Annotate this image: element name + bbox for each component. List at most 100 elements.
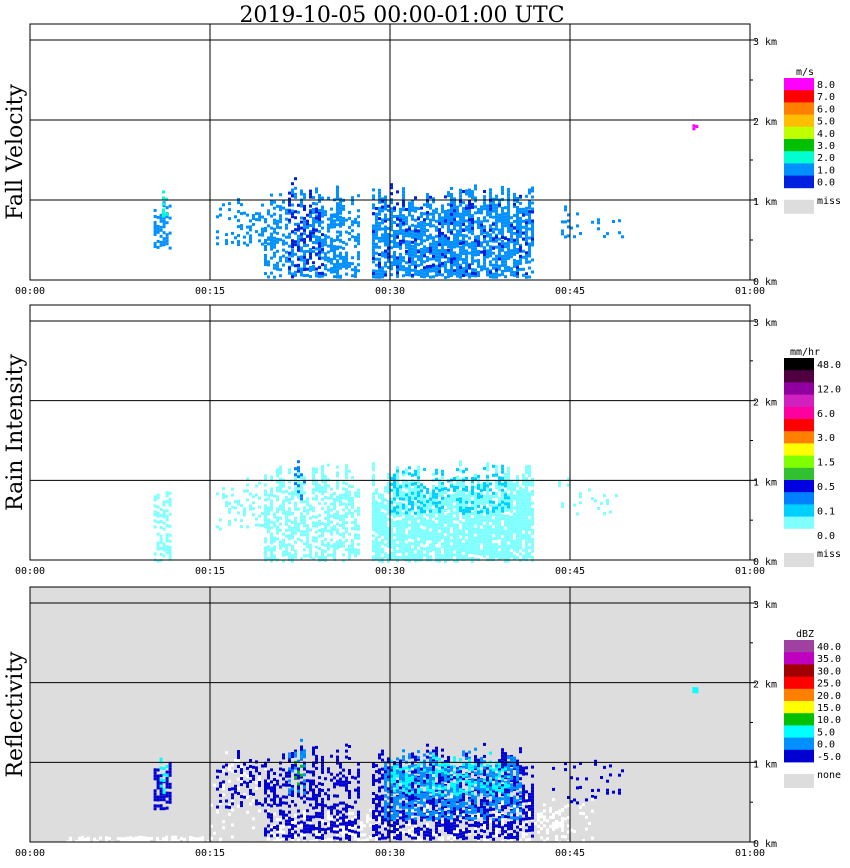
echo-cell [282,824,285,828]
echo-cell [354,818,357,822]
echo-cell [288,492,291,496]
echo-cell [234,215,237,219]
echo-cell [273,218,276,222]
echo-cell [390,219,393,223]
echo-cell [516,478,519,482]
echo-cell [348,493,351,497]
echo-cell [372,197,375,201]
echo-cell [321,196,324,200]
echo-cell [375,548,378,552]
echo-cell [99,836,102,840]
echo-cell [165,545,169,549]
echo-cell [255,780,258,784]
echo-cell [387,532,390,536]
echo-cell [489,228,492,232]
echo-cell [456,274,459,278]
echo-cell [510,521,513,525]
echo-cell [444,276,447,279]
echo-cell [474,477,477,481]
echo-cell [486,231,489,235]
echo-cell [465,219,468,223]
echo-cell [375,488,378,492]
echo-cell [288,203,291,207]
echo-cell [303,779,306,783]
echo-cell [465,551,468,555]
echo-cell [309,507,312,511]
echo-cell [531,195,534,199]
echo-cell [336,821,339,825]
echo-cell [273,554,276,558]
echo-cell [501,269,504,273]
echo-cell [333,225,336,229]
echo-cell [336,206,339,210]
echo-cell [492,513,495,517]
echo-cell [267,794,270,798]
echo-cell [264,227,267,230]
echo-cell [267,548,270,552]
echo-cell [441,821,444,825]
echo-cell [501,556,504,560]
echo-cell [492,809,495,813]
echo-cell [486,492,489,496]
echo-cell [438,547,441,551]
echo-cell [438,222,441,226]
echo-cell [330,267,333,271]
echo-cell [474,551,477,555]
echo-cell [237,804,240,808]
echo-cell [462,246,465,250]
echo-cell [279,838,282,842]
echo-cell [393,506,396,510]
echo-cell [456,205,459,209]
echo-cell [441,485,444,489]
echo-cell [234,787,237,791]
echo-cell [462,249,465,253]
echo-cell [480,495,483,499]
echo-cell [402,470,405,474]
echo-cell [519,522,522,526]
echo-cell [384,264,387,268]
echo-cell [435,553,438,557]
echo-cell [288,819,291,823]
echo-cell [315,494,318,498]
colorbar-swatch [784,358,814,371]
echo-cell [270,238,273,242]
echo-cell [336,761,339,765]
echo-cell [354,220,357,224]
echo-cell [483,506,486,509]
echo-cell [246,781,249,785]
echo-cell [462,528,465,531]
echo-cell [273,772,276,775]
echo-cell [402,256,405,260]
echo-cell [507,538,510,542]
echo-cell [372,245,375,249]
echo-cell [522,491,525,495]
echo-cell [510,234,513,238]
echo-cell [408,252,411,256]
echo-cell [345,266,348,270]
echo-cell [159,234,163,238]
echo-cell [303,515,306,519]
echo-cell [447,542,450,546]
echo-cell [429,537,432,541]
echo-cell [477,226,480,229]
echo-cell [318,776,321,780]
echo-cell [261,203,264,207]
echo-cell [402,554,405,558]
echo-cell [339,777,342,781]
echo-cell [405,513,408,517]
echo-cell [309,504,312,508]
echo-cell [399,487,402,491]
echo-cell [453,260,456,264]
echo-cell [411,268,414,272]
echo-cell [342,768,345,772]
echo-cell [444,243,447,246]
echo-cell [345,829,348,833]
echo-cell [471,229,474,233]
echo-cell [300,745,303,749]
echo-cell [420,262,423,266]
echo-cell [162,779,166,783]
echo-cell [300,738,303,742]
echo-cell [438,523,441,527]
echo-cell [348,829,351,832]
echo-cell [315,551,318,555]
